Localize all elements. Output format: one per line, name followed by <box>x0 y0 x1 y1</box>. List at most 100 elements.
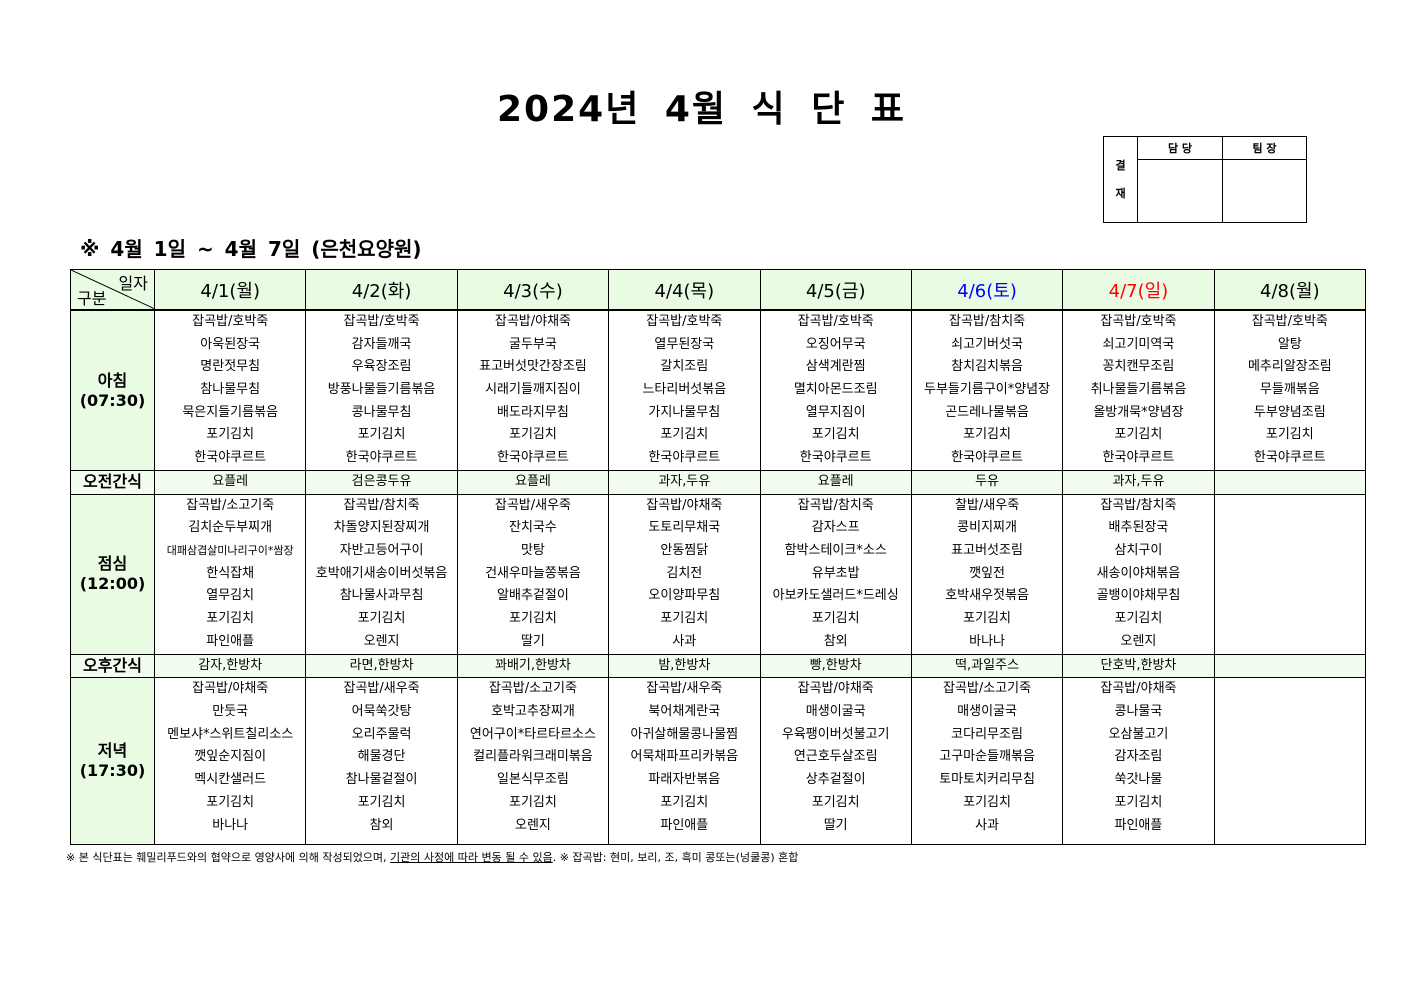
menu-item: 코다리무조림 <box>951 726 1023 742</box>
menu-cell: 단호박,한방차 <box>1062 653 1215 679</box>
corner-date-label: 일자 <box>118 274 148 293</box>
menu-item: 잡곡밥/호박죽 <box>1251 314 1328 329</box>
menu-item: 포기김치 <box>660 794 709 810</box>
menu-item: 묵은지들기름볶음 <box>182 404 279 420</box>
menu-cell: 요플레 <box>759 470 912 495</box>
menu-item: 파인애플 <box>660 817 709 833</box>
page-title: 2024년 4월 식 단 표 <box>497 89 906 130</box>
menu-item: 찰밥/새우죽 <box>954 497 1020 513</box>
menu-item: 잡곡밥/참치죽 <box>797 497 874 513</box>
day-header: 4/6(토) <box>910 269 1064 311</box>
meal-name: 아침 <box>97 370 128 390</box>
day-header: 4/1(월) <box>153 269 307 311</box>
menu-item: 열무김치 <box>206 588 255 604</box>
meal-row: 점심 (12:00) 잡곡밥/소고기죽 김치순두부찌개 대패삼겹살미나리구이*쌈장 한식잡… <box>70 493 1367 655</box>
menu-item: 잡곡밥/호박죽 <box>1100 314 1177 329</box>
menu-cell: 잡곡밥/야채죽 굴두부국 표고버섯맛간장조림 시래기들깨지짐이 배도라지무침 포기김치 한국… <box>456 309 610 471</box>
menu-item: 참치김치볶음 <box>951 359 1023 375</box>
day-header: 4/4(목) <box>608 269 761 311</box>
menu-item: 과자,두유 <box>658 474 711 489</box>
menu-item: 사과 <box>672 633 697 649</box>
menu-item: 두부양념조림 <box>1253 404 1326 420</box>
day-header: 4/3(수) <box>456 269 610 311</box>
approval-col-staff: 담 당 <box>1137 136 1223 160</box>
menu-cell: 잡곡밥/소고기죽 김치순두부찌개 대패삼겹살미나리구이*쌈장 한식잡채 열무김치 포기김치… <box>153 493 307 655</box>
menu-item: 포기김치 <box>357 427 406 443</box>
menu-item: 상추겉절이 <box>805 772 866 788</box>
menu-item: 깻잎전 <box>969 565 1005 581</box>
menu-cell: 꽈배기,한방차 <box>456 653 610 679</box>
menu-cell: 빵,한방차 <box>759 653 912 679</box>
menu-item: 콩나물무침 <box>351 404 412 420</box>
menu-item: 우육팽이버섯불고기 <box>781 726 890 742</box>
menu-item: 포기김치 <box>509 611 557 627</box>
menu-item: 삼색계란찜 <box>805 359 866 375</box>
menu-cell: 잡곡밥/참치죽 배추된장국 삼치구이 새송이야채볶음 골뱅이야채무침 포기김치 오렌지 <box>1062 493 1215 655</box>
menu-cell: 잡곡밥/야채죽 도토리무채국 안동찜닭 김치전 오이양파무침 포기김치 사과 <box>608 493 761 655</box>
menu-cell <box>1213 677 1367 846</box>
menu-item: 포기김치 <box>206 794 255 810</box>
menu-item: 잡곡밥/야채죽 <box>192 681 269 697</box>
approval-sign-staff[interactable] <box>1137 159 1223 223</box>
menu-item: 오리주물럭 <box>351 726 412 742</box>
menu-item: 오삼불고기 <box>1108 726 1169 742</box>
menu-item: 한국야쿠르트 <box>1102 450 1175 466</box>
day-header: 4/8(월) <box>1213 269 1367 311</box>
menu-item: 김치전 <box>666 565 703 581</box>
menu-item: 잡곡밥/호박죽 <box>343 314 420 329</box>
menu-item: 오징어무국 <box>805 336 866 352</box>
menu-item: 포기김치 <box>357 611 406 627</box>
menu-item: 꽁치캔무조림 <box>1102 359 1175 375</box>
menu-item: 매생이굴국 <box>957 704 1017 720</box>
meal-time: (12:00) <box>79 574 146 594</box>
menu-item: 멸치아몬드조림 <box>793 382 878 398</box>
corner-cell: 일자 구분 <box>70 269 155 311</box>
approval-sign-manager[interactable] <box>1222 159 1307 223</box>
menu-item: 밤,한방차 <box>658 657 711 673</box>
menu-item: 포기김치 <box>1114 427 1163 443</box>
menu-item: 자반고등어구이 <box>339 543 424 559</box>
menu-item: 잡곡밥/소고기죽 <box>943 681 1032 697</box>
menu-item: 일본식무조림 <box>497 772 569 788</box>
menu-item: 잡곡밥/호박죽 <box>646 314 723 329</box>
meal-table: 일자 구분 4/1(월) 4/2(화) 4/3(수) 4/4(목) 4/5(금) 4/6(토)… <box>70 269 1367 846</box>
approval-label-bottom: 재 <box>1115 186 1126 200</box>
meal-label: 저녁 (17:30) <box>70 677 155 846</box>
menu-item: 만둣국 <box>212 704 249 720</box>
menu-item: 방풍나물들기름볶음 <box>327 382 436 398</box>
meal-label: 점심 (12:00) <box>70 493 155 655</box>
menu-item: 아귀살해물콩나물찜 <box>630 726 739 742</box>
menu-item: 파인애플 <box>1114 817 1163 833</box>
menu-cell <box>1213 470 1367 495</box>
menu-cell: 잡곡밥/소고기죽 호박고추장찌개 연어구이*타르타르소스 컬리플라워크래미볶음 일본식무… <box>456 677 610 846</box>
menu-item <box>1215 655 1365 678</box>
menu-item: 북어채계란국 <box>648 704 721 720</box>
menu-item: 감자,한방차 <box>198 657 263 673</box>
snack-row: 오전간식 요플레 검은콩두유 요플레 과자,두유 요플레 두유 과자,두유 <box>70 470 1367 495</box>
menu-cell: 잡곡밥/호박죽 감자들깨국 우육장조림 방풍나물들기름볶음 콩나물무침 포기김치 한국야쿠르… <box>305 309 458 471</box>
menu-item: 우육장조림 <box>351 359 412 375</box>
menu-item: 참나물겉절이 <box>345 772 418 788</box>
menu-item: 라면,한방차 <box>349 657 414 673</box>
menu-item: 알배추겉절이 <box>497 588 569 604</box>
menu-item: 포기김치 <box>963 427 1011 443</box>
menu-item: 요플레 <box>212 474 249 489</box>
menu-item: 파래자반볶음 <box>648 772 721 788</box>
menu-item: 쑥갓나물 <box>1114 772 1163 788</box>
menu-cell: 잡곡밥/호박죽 열무된장국 갈치조림 느타리버섯볶음 가지나물무침 포기김치 한국야쿠르트 <box>608 309 761 471</box>
menu-item: 잡곡밥/야채죽 <box>1100 681 1177 697</box>
meal-name: 저녁 <box>97 741 128 761</box>
menu-item: 멕시칸샐러드 <box>194 772 267 788</box>
menu-cell <box>1213 493 1367 655</box>
menu-cell: 감자,한방차 <box>153 653 307 679</box>
day-header: 4/5(금) <box>759 269 912 311</box>
menu-item: 잡곡밥/새우죽 <box>343 681 420 697</box>
menu-item: 잡곡밥/새우죽 <box>494 497 571 513</box>
snack-row: 오후간식 감자,한방차 라면,한방차 꽈배기,한방차 밤,한방차 빵,한방차 떡,과일주스 단… <box>70 653 1367 679</box>
menu-item: 호박새우젓볶음 <box>945 588 1029 604</box>
menu-cell: 요플레 <box>456 470 610 495</box>
menu-item: 딸기 <box>823 817 848 833</box>
meal-name: 오후간식 <box>83 656 142 676</box>
menu-item: 함박스테이크*소스 <box>784 543 887 559</box>
menu-item: 매생이굴국 <box>805 704 866 720</box>
